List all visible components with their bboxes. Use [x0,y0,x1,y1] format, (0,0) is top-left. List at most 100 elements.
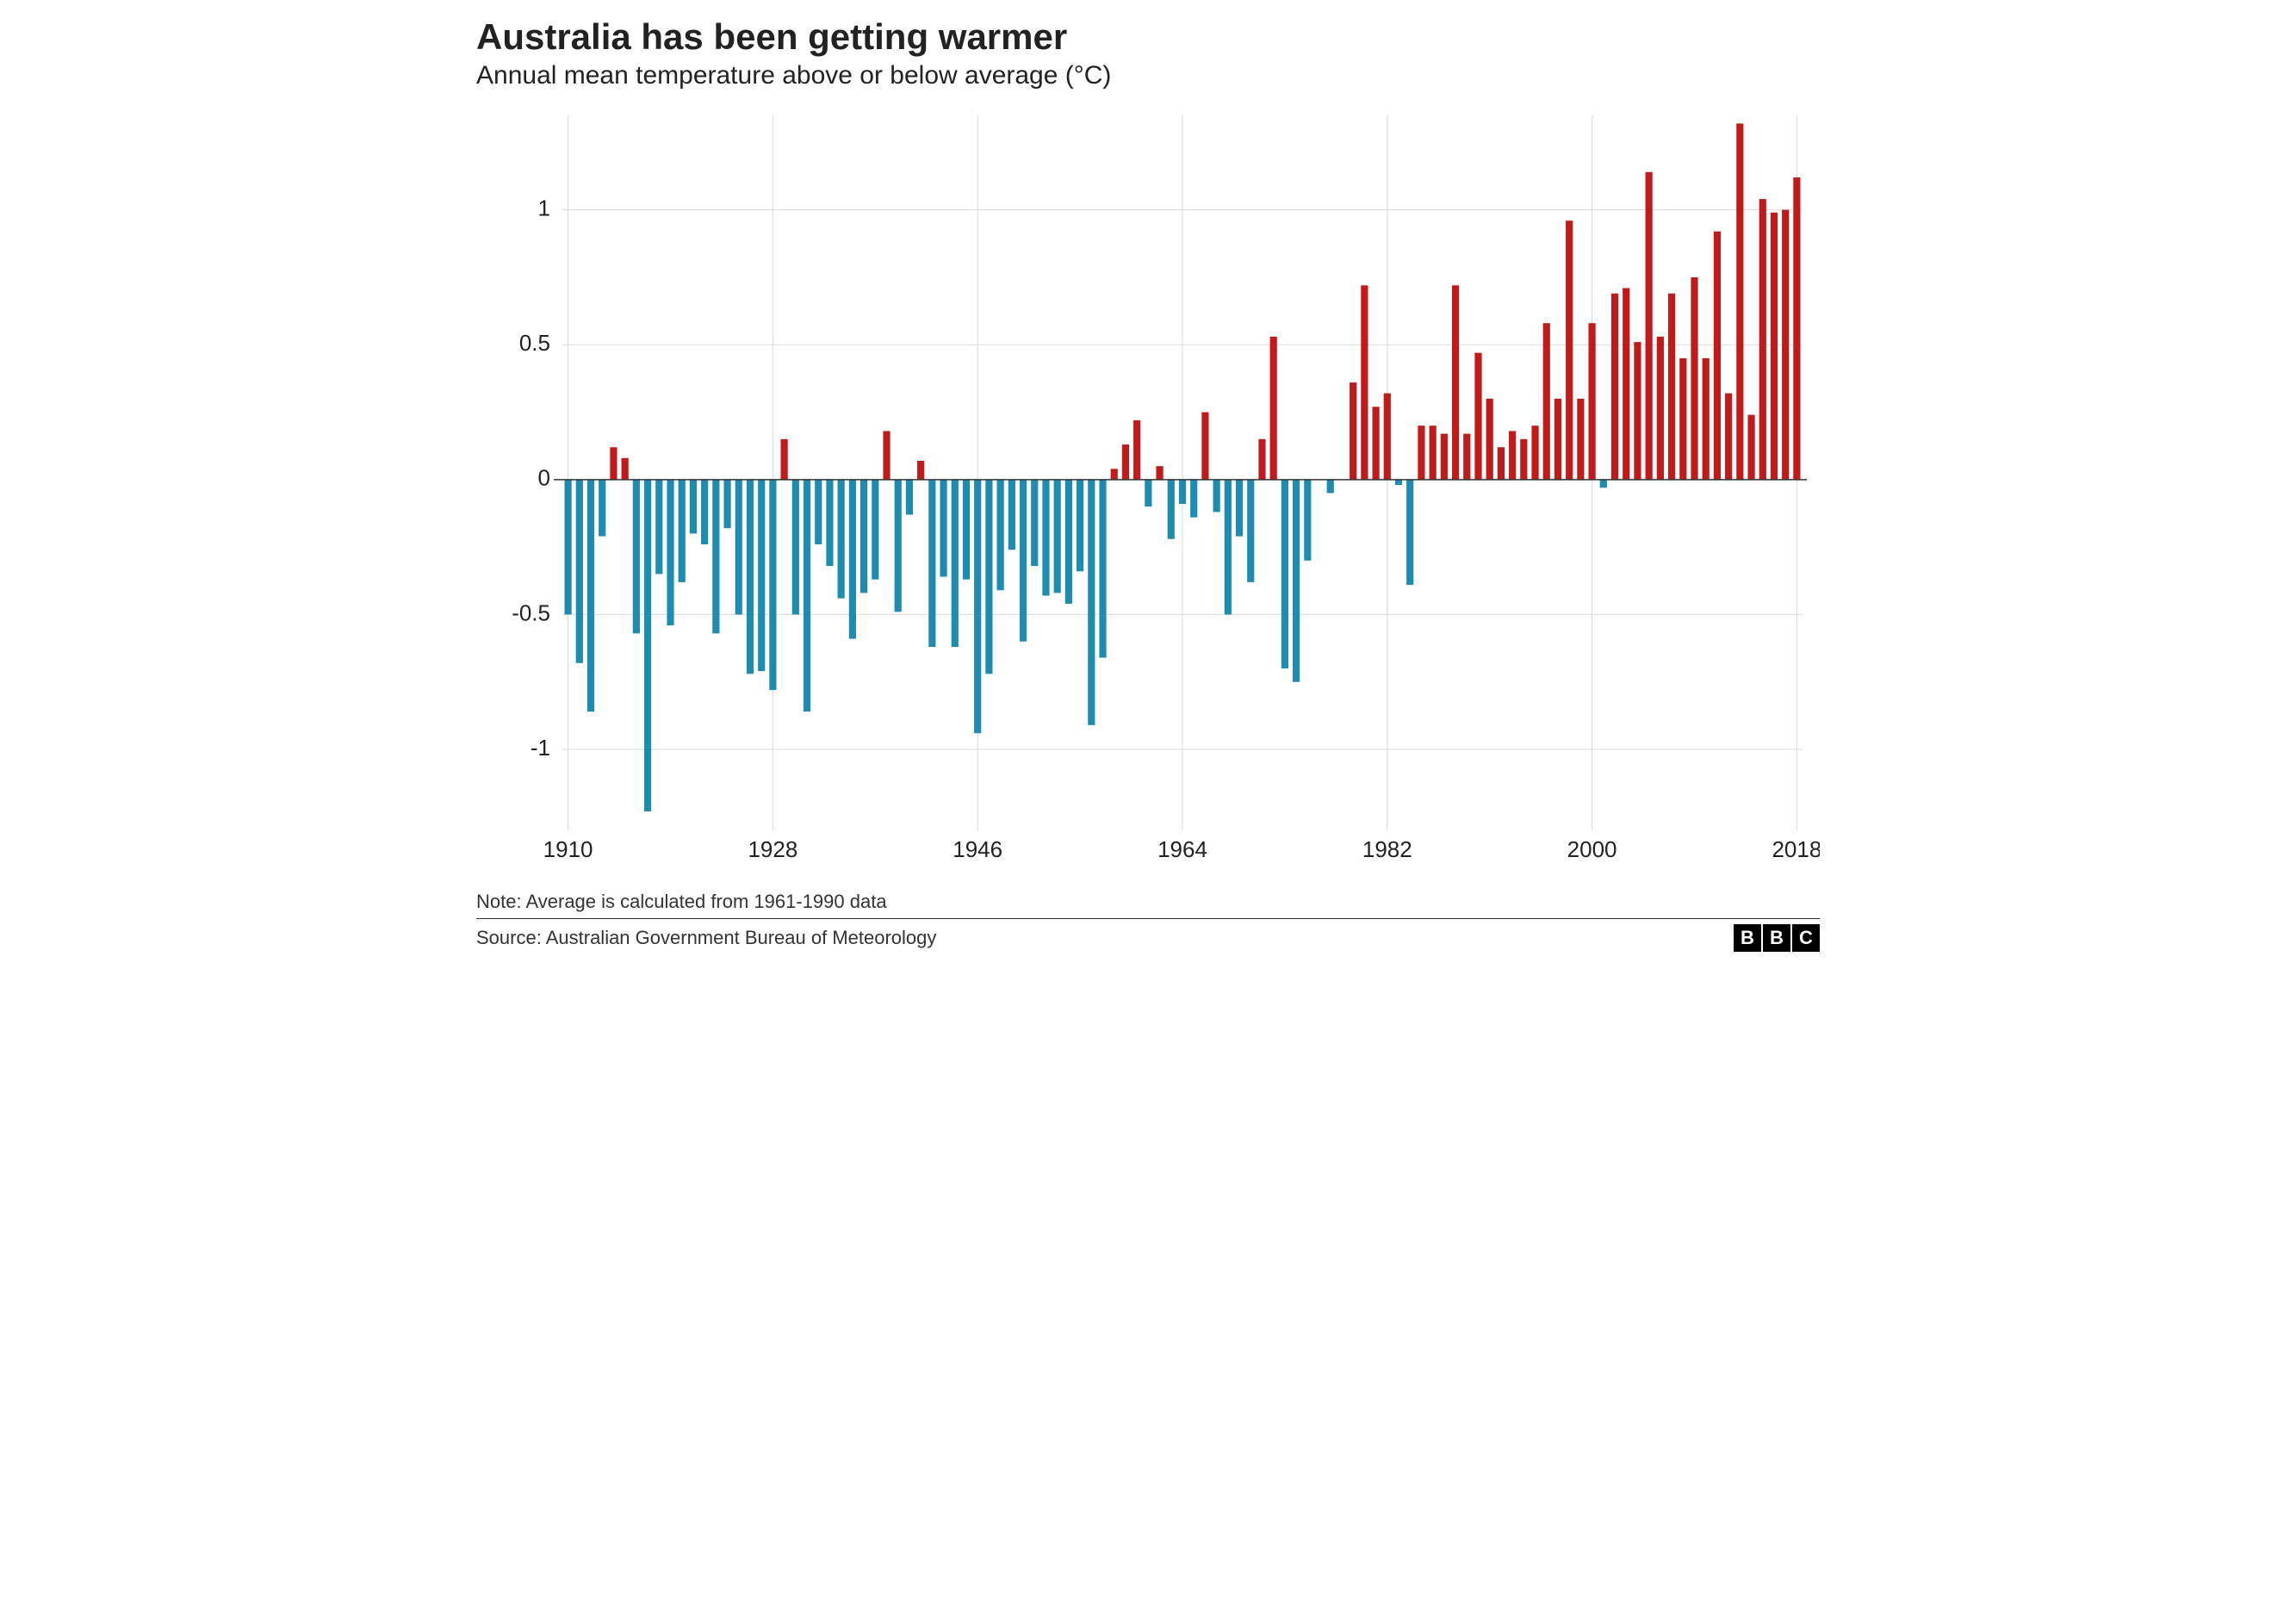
bar [1190,480,1197,518]
bar [1566,221,1573,480]
bar [599,480,605,537]
bar [1213,480,1220,512]
bar [747,480,754,674]
bar [940,480,946,577]
bar [1668,294,1675,480]
x-axis-label: 2000 [1567,836,1617,862]
bar [1498,447,1505,480]
bar [1441,434,1448,480]
chart-source: Source: Australian Government Bureau of … [476,927,936,949]
bar [1657,337,1664,480]
bar [690,480,697,534]
bar [1463,434,1470,480]
bar-chart-svg: -1-0.500.511910192819461964198220002018 [476,107,1820,882]
bar [1054,480,1061,593]
bar [1782,210,1789,480]
bar [1531,425,1538,480]
bar [655,480,662,575]
bar [838,480,845,599]
bar [1293,480,1300,682]
bar [1145,480,1151,506]
bbc-logo-letter: C [1792,924,1820,952]
bar [906,480,913,515]
bar [1600,480,1607,488]
bar [1543,323,1550,480]
bar [883,432,890,480]
chart-title: Australia has been getting warmer [476,17,1820,57]
bar [1679,358,1686,480]
bar [1247,480,1254,582]
bar [1793,177,1800,480]
bar [1168,480,1175,539]
bar [849,480,856,639]
bar [723,480,730,528]
x-axis-label: 2018 [1772,836,1820,862]
bar [1384,394,1391,480]
bar [1225,480,1232,615]
bar [1111,469,1118,480]
bar [1020,480,1027,642]
bar [1623,289,1629,480]
bar [1759,199,1766,480]
bar [1703,358,1710,480]
bar [1634,342,1641,480]
bar [701,480,708,544]
bar [1201,413,1208,480]
bar [644,480,651,811]
chart-note: Note: Average is calculated from 1961-19… [476,891,1820,913]
chart-subtitle: Annual mean temperature above or below a… [476,60,1820,91]
bar [1270,337,1277,480]
y-axis-label: 0.5 [519,330,550,356]
bar [826,480,833,566]
x-axis-label: 1982 [1362,836,1412,862]
bar [679,480,686,582]
bar [633,480,640,634]
bar [1725,394,1732,480]
bar [1452,286,1459,481]
bar [1646,172,1653,480]
bar [1304,480,1311,561]
chart-footer: Source: Australian Government Bureau of … [476,918,1820,952]
bar [792,480,799,615]
bar [1418,425,1424,480]
bar [1099,480,1106,658]
bar [1133,420,1140,480]
bar [1554,399,1561,480]
bar [1474,353,1481,480]
x-axis-label: 1946 [953,836,1002,862]
bar [974,480,981,733]
bar [1281,480,1288,668]
y-axis-label: 1 [538,196,550,221]
plot-area: -1-0.500.511910192819461964198220002018 [476,107,1820,882]
bar [1327,480,1334,494]
bar [1486,399,1493,480]
bar [963,480,970,580]
bar [1008,480,1015,550]
bar [1771,213,1778,480]
bar [1156,466,1163,480]
bar [997,480,1004,590]
bar [1430,425,1437,480]
bar [1747,415,1754,480]
bar [1395,480,1402,485]
bar [1406,480,1413,585]
bbc-logo-letter: B [1734,924,1761,952]
bar [565,480,572,615]
bar [860,480,867,593]
bar [804,480,810,711]
bar [1179,480,1186,504]
bar [815,480,822,544]
bar [758,480,765,671]
bar [1122,444,1129,480]
bar [1031,480,1038,566]
x-axis-label: 1910 [543,836,593,862]
bar [895,480,902,612]
bar [735,480,742,615]
bar [1088,480,1095,725]
bbc-logo: B B C [1734,924,1820,952]
y-axis-label: -0.5 [512,599,550,625]
bar [769,480,776,690]
bar [1611,294,1618,480]
bar [872,480,878,580]
x-axis-label: 1928 [748,836,797,862]
